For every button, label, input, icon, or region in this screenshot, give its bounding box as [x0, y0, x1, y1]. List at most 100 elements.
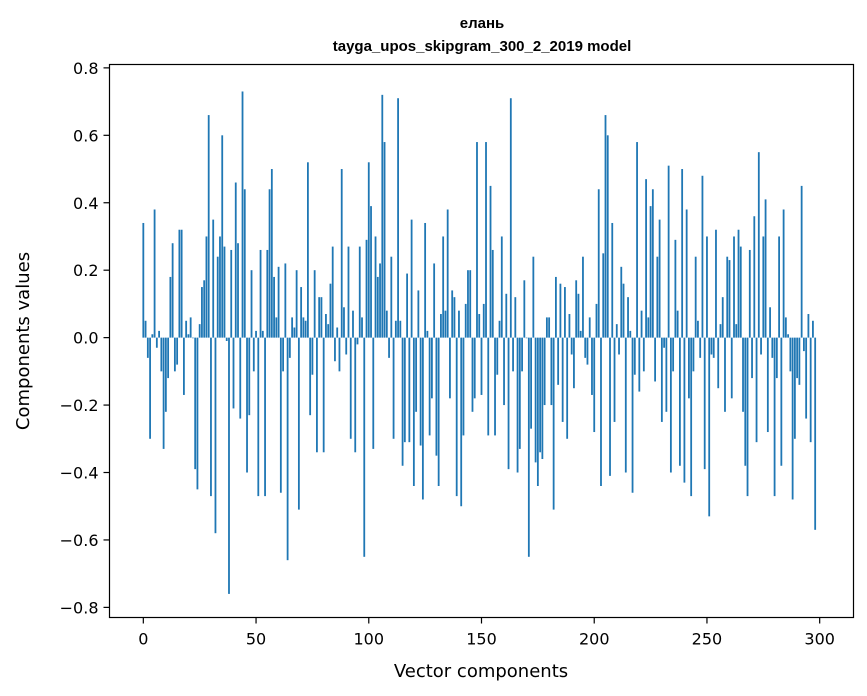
bar: [521, 337, 523, 372]
bar: [665, 337, 668, 412]
bar: [153, 209, 156, 338]
bar: [771, 337, 774, 358]
x-tick-label: 150: [466, 630, 497, 649]
bar: [613, 337, 616, 422]
bar: [275, 317, 278, 338]
bar: [352, 310, 354, 338]
bar: [322, 337, 325, 453]
bar: [710, 337, 713, 355]
bar: [631, 337, 634, 493]
bar: [715, 229, 717, 338]
bar: [735, 324, 738, 338]
bar: [234, 182, 237, 338]
bar: [669, 337, 672, 473]
bar: [266, 249, 269, 338]
bar: [512, 337, 514, 372]
bar: [146, 337, 149, 358]
bar: [787, 334, 790, 338]
bar: [742, 337, 744, 412]
bar: [288, 337, 291, 358]
bar: [316, 337, 318, 453]
y-tick-label: −0.6: [60, 531, 99, 550]
y-tick-label: 0.6: [73, 126, 98, 145]
bar: [155, 337, 158, 348]
bar: [388, 337, 390, 358]
bar: [721, 297, 724, 338]
bar: [376, 276, 379, 338]
bar: [291, 317, 294, 338]
bar: [295, 270, 298, 338]
bar: [615, 324, 618, 338]
bar: [566, 337, 569, 439]
bar: [261, 330, 264, 338]
x-axis-ticks: 0 50 100 150 200 250 300: [138, 617, 835, 649]
bar: [142, 222, 145, 338]
bar: [458, 310, 460, 338]
y-tick-label: 0.8: [73, 59, 98, 78]
bar: [214, 337, 217, 534]
bar: [638, 337, 641, 392]
bar: [399, 320, 402, 338]
bar: [489, 185, 492, 338]
bar: [485, 142, 487, 338]
bar: [228, 337, 230, 594]
bar: [527, 337, 530, 557]
bar: [408, 337, 411, 443]
bar: [739, 246, 742, 338]
bar: [259, 249, 262, 338]
bar: [394, 320, 397, 338]
bar: [561, 337, 564, 422]
bar: [692, 337, 695, 372]
bar: [487, 337, 490, 436]
bar: [595, 303, 598, 338]
x-tick-label: 200: [579, 630, 610, 649]
bar: [149, 337, 151, 439]
bar: [683, 337, 686, 483]
bar: [766, 337, 769, 433]
bar: [708, 337, 711, 517]
bar: [279, 337, 282, 493]
bar: [347, 246, 350, 338]
y-axis-label: Components values: [13, 252, 34, 430]
bar: [496, 337, 499, 375]
bar: [555, 276, 557, 338]
bar: [440, 314, 442, 338]
bar: [397, 98, 399, 338]
bar: [248, 337, 251, 416]
bar: [198, 324, 201, 338]
bar: [239, 337, 242, 419]
bar: [728, 260, 731, 338]
bar: [426, 330, 429, 338]
bar: [329, 283, 332, 338]
bar: [573, 337, 575, 389]
bar: [358, 246, 361, 338]
bar: [518, 337, 521, 449]
y-tick-label: 0.0: [73, 329, 98, 348]
bar: [338, 337, 341, 372]
chart-title: елань: [460, 15, 505, 32]
bar: [201, 287, 203, 338]
bar: [552, 337, 555, 510]
bar: [649, 206, 652, 338]
bar: [557, 337, 560, 385]
bar: [640, 310, 643, 338]
bar: [446, 209, 449, 338]
bar: [654, 337, 656, 382]
bar: [579, 330, 582, 338]
bar: [730, 337, 733, 399]
bar: [584, 337, 587, 358]
bar: [367, 162, 370, 338]
bar: [737, 229, 740, 338]
bar: [270, 169, 273, 338]
bar: [264, 337, 266, 497]
bar: [325, 314, 327, 338]
bar: [223, 246, 226, 338]
bar: [390, 256, 393, 338]
bar: [602, 253, 605, 338]
bar: [570, 337, 573, 355]
bar: [600, 337, 602, 486]
bar: [277, 266, 280, 338]
plot-frame: [108, 63, 855, 619]
bar: [507, 337, 510, 470]
bar: [437, 337, 440, 486]
